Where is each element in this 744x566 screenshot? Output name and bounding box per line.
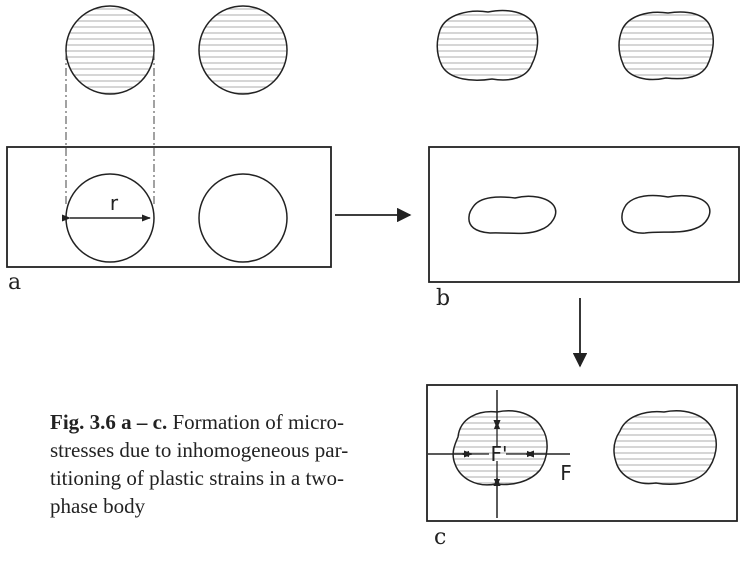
panel-label-c: c	[434, 525, 447, 550]
panel-b-free-particles	[436, 9, 715, 81]
panel-b-matrix	[428, 146, 740, 283]
particle-b2-free	[618, 11, 715, 81]
hole-a2	[198, 173, 288, 263]
caption-line-3: titioning of plastic strains in a two-	[50, 466, 344, 490]
force-label-outer: F	[560, 461, 572, 485]
particle-a2-free	[198, 5, 288, 95]
matrix-c	[426, 384, 738, 522]
panel-a-free-particles	[65, 5, 288, 205]
particle-b1-free	[436, 9, 539, 81]
particle-c2	[613, 410, 718, 485]
matrix-b	[428, 146, 740, 283]
dimension-label-r: r	[110, 191, 119, 215]
panel-c-matrix: F' F	[426, 384, 738, 522]
caption-figure-id: Fig. 3.6 a – c.	[50, 410, 168, 434]
caption-line-4: phase body	[50, 494, 146, 518]
particle-a1-free	[65, 5, 155, 95]
hole-b2	[621, 194, 711, 234]
caption-line-1: Formation of micro-	[172, 410, 344, 434]
matrix-a	[6, 146, 332, 268]
panel-a-matrix: r	[6, 146, 332, 268]
panel-label-b: b	[436, 286, 451, 311]
panel-label-a: a	[8, 270, 22, 295]
figure-caption: Fig. 3.6 a – c. Formation of micro- stre…	[50, 408, 430, 520]
hole-b1	[468, 195, 557, 235]
force-label-inner: F'	[490, 442, 507, 466]
caption-line-2: stresses due to inhomogeneous par-	[50, 438, 349, 462]
